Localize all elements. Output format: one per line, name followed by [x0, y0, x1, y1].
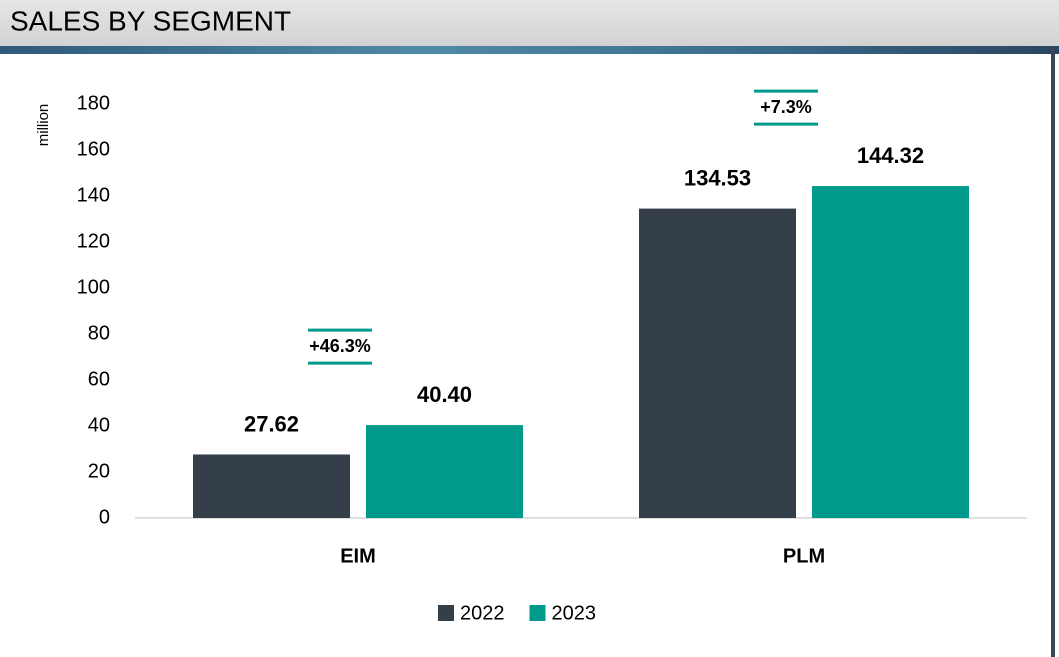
y-tick-label: 80: [88, 322, 110, 344]
data-label: 134.53: [684, 165, 751, 190]
x-tick-label: EIM: [340, 545, 376, 567]
legend-swatch: [529, 605, 546, 621]
y-tick-label: 100: [77, 276, 110, 298]
chart-title: SALES BY SEGMENT: [10, 5, 291, 36]
y-tick-label: 120: [77, 230, 110, 252]
y-tick-label: 160: [77, 138, 110, 160]
legend-label: 2022: [460, 602, 505, 624]
data-label: 144.32: [857, 143, 924, 168]
y-tick-label: 60: [88, 368, 110, 390]
data-label: 40.40: [417, 382, 472, 407]
y-axis-label: million: [35, 104, 52, 147]
right-border: [1051, 46, 1055, 657]
bar: [193, 454, 350, 518]
data-label: 27.62: [244, 411, 299, 436]
y-tick-label: 140: [77, 184, 110, 206]
legend-label: 2023: [552, 602, 597, 624]
annotation: +7.3%: [760, 97, 812, 117]
annotation: +46.3%: [309, 336, 371, 356]
legend-swatch: [438, 605, 454, 621]
header-strip: [0, 46, 1059, 54]
y-tick-label: 180: [77, 92, 110, 114]
x-tick-label: PLM: [783, 545, 825, 567]
header: [0, 0, 1059, 46]
y-tick-label: 0: [99, 506, 110, 528]
y-tick-label: 40: [88, 414, 110, 436]
y-tick-label: 20: [88, 460, 110, 482]
bar: [366, 425, 523, 518]
bar: [812, 186, 969, 518]
bar: [639, 208, 796, 518]
